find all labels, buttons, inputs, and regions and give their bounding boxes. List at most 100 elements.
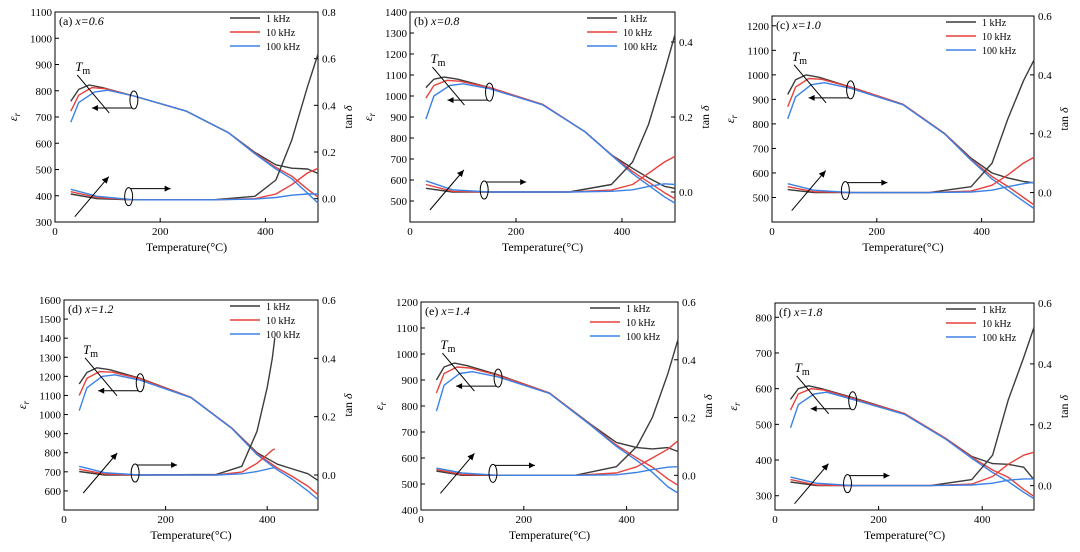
x-tick-label: 200 [157, 514, 174, 526]
legend-label: 10 kHz [266, 316, 296, 327]
y2-axis-label: tan δ [701, 394, 715, 418]
y2-tick-label: 0.0 [1038, 481, 1052, 493]
y-axis-label: εr [361, 112, 377, 121]
y-tick-label: 1400 [385, 7, 408, 19]
panel-title: (f) x=1.8 [779, 305, 822, 319]
y-tick-label: 700 [402, 427, 419, 439]
eps-axis-arrowhead [447, 97, 454, 104]
y-tick-label: 1200 [396, 297, 419, 309]
eps-curve-100-khz [425, 83, 676, 204]
legend-label: 10 kHz [982, 319, 1012, 330]
y-tick-label: 500 [756, 419, 773, 431]
x-tick-label: 400 [973, 226, 990, 238]
y-tick-label: 800 [45, 448, 62, 460]
y2-tick-label: 0.2 [322, 147, 336, 159]
frequency-arrow [74, 176, 110, 217]
tm-label: Tm [440, 337, 455, 355]
legend-label: 100 kHz [626, 332, 661, 343]
tan-curve-1-khz [70, 53, 319, 201]
x-tick-label: 400 [257, 226, 274, 238]
legend-label: 1 kHz [266, 302, 291, 313]
x-axis-label: Temperature(°C) [146, 240, 227, 254]
y-tick-label: 800 [756, 312, 773, 324]
x-axis-label: Temperature(°C) [150, 528, 231, 542]
legend-label: 1 kHz [626, 304, 651, 315]
y-tick-label: 600 [756, 384, 773, 396]
tan-curve-100-khz [79, 465, 275, 476]
legend-label: 10 kHz [982, 32, 1012, 43]
y-tick-label: 1100 [39, 390, 61, 402]
x-tick-label: 200 [870, 514, 887, 526]
panel-composition: x=0.6 [74, 14, 103, 28]
y-tick-label: 1100 [747, 45, 769, 57]
tm-label-sub: m [90, 349, 98, 360]
tan-axis-indicator [130, 463, 140, 483]
panel-title: (d) x=1.2 [68, 302, 113, 316]
eps-curve-100-khz [435, 371, 679, 494]
panel-1: 0 200 400 300 400 500 600 700 800 900 1000 1100 0.0 0… [6, 7, 355, 254]
y2-tick-label: 0.0 [322, 194, 336, 206]
legend-label: 100 kHz [623, 42, 658, 53]
panel-composition: x=1.2 [84, 302, 113, 316]
y-axis-label-sub: r [21, 400, 31, 404]
eps-curve-10-khz [789, 388, 1035, 497]
y-axis-label-sub: r [732, 402, 742, 406]
eps-curve-1-khz [70, 84, 319, 175]
frequency-arrow [429, 169, 465, 211]
y-tick-label: 1000 [39, 410, 62, 422]
panel-4: 0 200 400 600 700 800 900 1000 1100 1200 1300 1400 1… [15, 295, 355, 542]
y2-axis-label: tan δ [341, 393, 355, 417]
eps-axis-indicator [135, 373, 145, 393]
frequency-arrowhead [456, 170, 464, 177]
y-tick-label: 400 [756, 455, 773, 467]
legend-label: 1 kHz [982, 18, 1007, 29]
tan-axis-arrowhead [881, 179, 888, 186]
x-tick-label: 400 [974, 514, 991, 526]
eps-curve-1-khz [787, 74, 1035, 184]
tm-arrow [796, 375, 830, 415]
x-tick-label: 0 [772, 514, 778, 526]
y-tick-label: 1400 [39, 333, 62, 345]
plot-frame [774, 302, 1035, 511]
x-tick-label: 0 [61, 514, 67, 526]
panel-composition: x=1.0 [791, 18, 820, 32]
y2-tick-label: 0.2 [322, 412, 336, 424]
tm-label-sub: m [448, 344, 456, 355]
frequency-arrowhead [467, 453, 475, 461]
y-tick-label: 900 [753, 94, 770, 106]
eps-curve-100-khz [789, 391, 1035, 500]
y2-axis-label-symbol: δ [701, 394, 715, 400]
y-tick-label: 700 [391, 154, 408, 166]
y-tick-label: 900 [402, 375, 419, 387]
eps-axis-indicator [848, 391, 858, 411]
y-tick-label: 1000 [30, 33, 53, 45]
tan-curve-10-khz [425, 155, 676, 193]
x-tick-label: 400 [614, 226, 631, 238]
y-tick-label: 1000 [385, 91, 408, 103]
tm-label: Tm [83, 342, 98, 360]
eps-axis-arrowhead [808, 94, 815, 101]
legend-label: 100 kHz [982, 333, 1017, 344]
tan-axis-arrowhead [520, 179, 527, 185]
plot-frame [63, 299, 319, 511]
panel-3: 0 200 400 500 600 700 800 900 1000 1100 1200 0.0 0.2… [723, 11, 1071, 254]
eps-curve-1-khz [78, 367, 319, 481]
x-tick-label: 0 [418, 514, 424, 526]
panel-composition: x=1.4 [440, 304, 469, 318]
y-tick-label: 300 [36, 217, 53, 229]
y-tick-label: 600 [391, 175, 408, 187]
y-tick-label: 800 [36, 86, 53, 98]
y2-tick-label: 0.4 [322, 353, 336, 365]
y-tick-label: 500 [402, 479, 419, 491]
y-axis-label: εr [15, 400, 31, 409]
eps-curve-100-khz [787, 82, 1035, 210]
y-tick-label: 500 [36, 165, 53, 177]
panel-title: (b) x=0.8 [414, 14, 459, 28]
tan-curve-10-khz [790, 451, 1035, 487]
y2-axis-label-symbol: δ [341, 393, 355, 399]
tan-curve-100-khz [436, 466, 679, 476]
y-tick-label: 700 [36, 112, 53, 124]
tm-arrow [76, 74, 110, 114]
x-tick-label: 0 [52, 226, 58, 238]
